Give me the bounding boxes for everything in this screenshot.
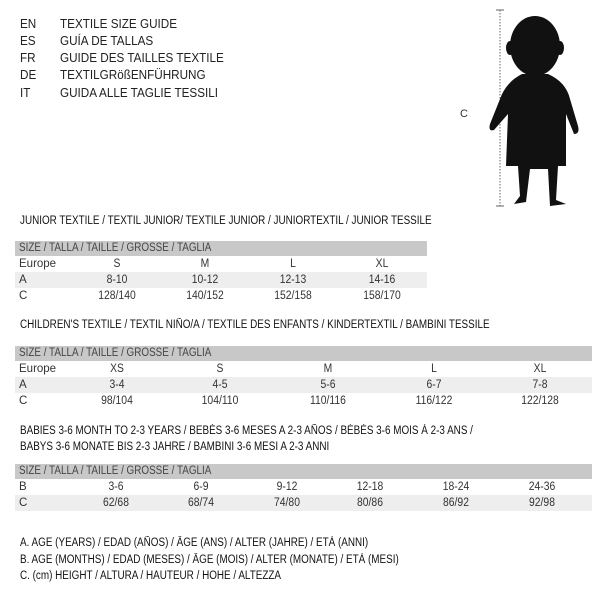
table-row: C 98/104 104/110 110/116 116/122 122/128 <box>15 393 592 409</box>
table-row: Europe S M L XL <box>15 256 427 272</box>
table-row: C 128/140 140/152 152/158 158/170 <box>15 288 427 304</box>
table-cell: 9-12 <box>276 481 298 493</box>
lang-code: IT <box>20 85 31 100</box>
table-cell: 80/86 <box>357 497 383 509</box>
junior-section-title: JUNIOR TEXTILE / TEXTIL JUNIOR/ TEXTILE … <box>20 215 432 227</box>
table-cell: XS <box>110 363 124 375</box>
table-cell: 5-6 <box>320 379 336 391</box>
height-label: C <box>460 108 468 120</box>
lang-title: TEXTILGRößENFÜHRUNG <box>60 67 206 82</box>
table-cell: 98/104 <box>101 395 133 407</box>
table-cell: L <box>290 258 296 270</box>
babies-section-title: BABIES 3-6 MONTH TO 2-3 YEARS / BEBÉS 3-… <box>20 425 473 437</box>
table-cell: 12-13 <box>279 274 307 286</box>
table-cell: 3-4 <box>109 379 125 391</box>
table-cell: 104/110 <box>201 395 239 407</box>
lang-title: GUIDA ALLE TAGLIE TESSILI <box>60 85 219 100</box>
children-section-title: CHILDREN'S TEXTILE / TEXTIL NIÑO/A / TEX… <box>20 319 490 331</box>
table-row: Europe XS S M L XL <box>15 361 592 377</box>
row-label: C <box>19 395 28 407</box>
table-row: C 62/68 68/74 74/80 80/86 86/92 92/98 <box>15 495 592 511</box>
row-label: C <box>19 290 28 302</box>
lang-title: TEXTILE SIZE GUIDE <box>60 16 178 31</box>
row-label: Europe <box>19 363 57 375</box>
table-cell: 68/74 <box>188 497 214 509</box>
table-cell: 110/116 <box>310 395 346 407</box>
junior-size-table: SIZE / TALLA / TAILLE / GRÖSSE / TAGLIA … <box>15 241 427 304</box>
table-cell: 62/68 <box>103 497 129 509</box>
table-cell: 10-12 <box>191 274 219 286</box>
table-cell: 6-9 <box>193 481 209 493</box>
table-header: SIZE / TALLA / TAILLE / GRÖSSE / TAGLIA <box>15 346 592 361</box>
table-cell: M <box>323 363 333 375</box>
table-cell: 140/152 <box>186 290 224 302</box>
table-row: A 3-4 4-5 5-6 6-7 7-8 <box>15 377 592 393</box>
lang-code: FR <box>20 50 36 65</box>
row-label: A <box>19 274 27 286</box>
table-cell: 116/122 <box>415 395 453 407</box>
lang-title: GUIDE DES TAILLES TEXTILE <box>60 50 224 65</box>
size-header-label: SIZE / TALLA / TAILLE / GRÖSSE / TAGLIA <box>19 242 212 254</box>
table-cell: 8-10 <box>106 274 128 286</box>
babies-size-table: SIZE / TALLA / TAILLE / GRÖSSE / TAGLIA … <box>15 464 592 511</box>
row-label: C <box>19 497 28 509</box>
table-cell: L <box>431 363 437 375</box>
table-cell: 7-8 <box>532 379 548 391</box>
child-silhouette-icon <box>489 9 579 207</box>
table-cell: 122/128 <box>521 395 559 407</box>
lang-code: DE <box>20 67 37 82</box>
table-cell: M <box>200 258 210 270</box>
table-cell: S <box>113 258 121 270</box>
legend-height: C. (cm) HEIGHT / ALTURA / HAUTEUR / HÖHE… <box>20 570 282 582</box>
size-header-label: SIZE / TALLA / TAILLE / GRÖSSE / TAGLIA <box>19 347 212 359</box>
table-row: A 8-10 10-12 12-13 14-16 <box>15 272 427 288</box>
legend-age-months: B. AGE (MONTHS) / EDAD (MESES) / ÂGE (MO… <box>20 554 399 566</box>
table-header: SIZE / TALLA / TAILLE / GRÖSSE / TAGLIA <box>15 241 427 256</box>
table-cell: 14-16 <box>368 274 396 286</box>
table-cell: 158/170 <box>363 290 401 302</box>
table-cell: 86/92 <box>443 497 469 509</box>
table-cell: 74/80 <box>274 497 300 509</box>
size-header-label: SIZE / TALLA / TAILLE / GRÖSSE / TAGLIA <box>19 465 212 477</box>
table-cell: 24-36 <box>528 481 556 493</box>
table-cell: 128/140 <box>98 290 136 302</box>
row-label: A <box>19 379 27 391</box>
lang-code: ES <box>20 33 36 48</box>
lang-title: GUÍA DE TALLAS <box>60 33 154 48</box>
table-cell: 12-18 <box>356 481 384 493</box>
table-cell: XL <box>533 363 547 375</box>
table-cell: 18-24 <box>442 481 470 493</box>
table-cell: 92/98 <box>529 497 555 509</box>
table-cell: 4-5 <box>212 379 228 391</box>
table-cell: 152/158 <box>274 290 312 302</box>
legend-age-years: A. AGE (YEARS) / EDAD (AÑOS) / ÂGE (ANS)… <box>20 537 369 549</box>
lang-code: EN <box>20 16 37 31</box>
row-label: B <box>19 481 27 493</box>
row-label: Europe <box>19 258 57 270</box>
babies-section-title-line2: BABYS 3-6 MONATE BIS 2-3 JAHRE / BAMBINI… <box>20 441 330 453</box>
children-size-table: SIZE / TALLA / TAILLE / GRÖSSE / TAGLIA … <box>15 346 592 409</box>
table-cell: 6-7 <box>426 379 442 391</box>
table-cell: S <box>216 363 224 375</box>
table-row: B 3-6 6-9 9-12 12-18 18-24 24-36 <box>15 479 592 495</box>
table-cell: XL <box>375 258 389 270</box>
table-header: SIZE / TALLA / TAILLE / GRÖSSE / TAGLIA <box>15 464 592 479</box>
table-cell: 3-6 <box>108 481 124 493</box>
